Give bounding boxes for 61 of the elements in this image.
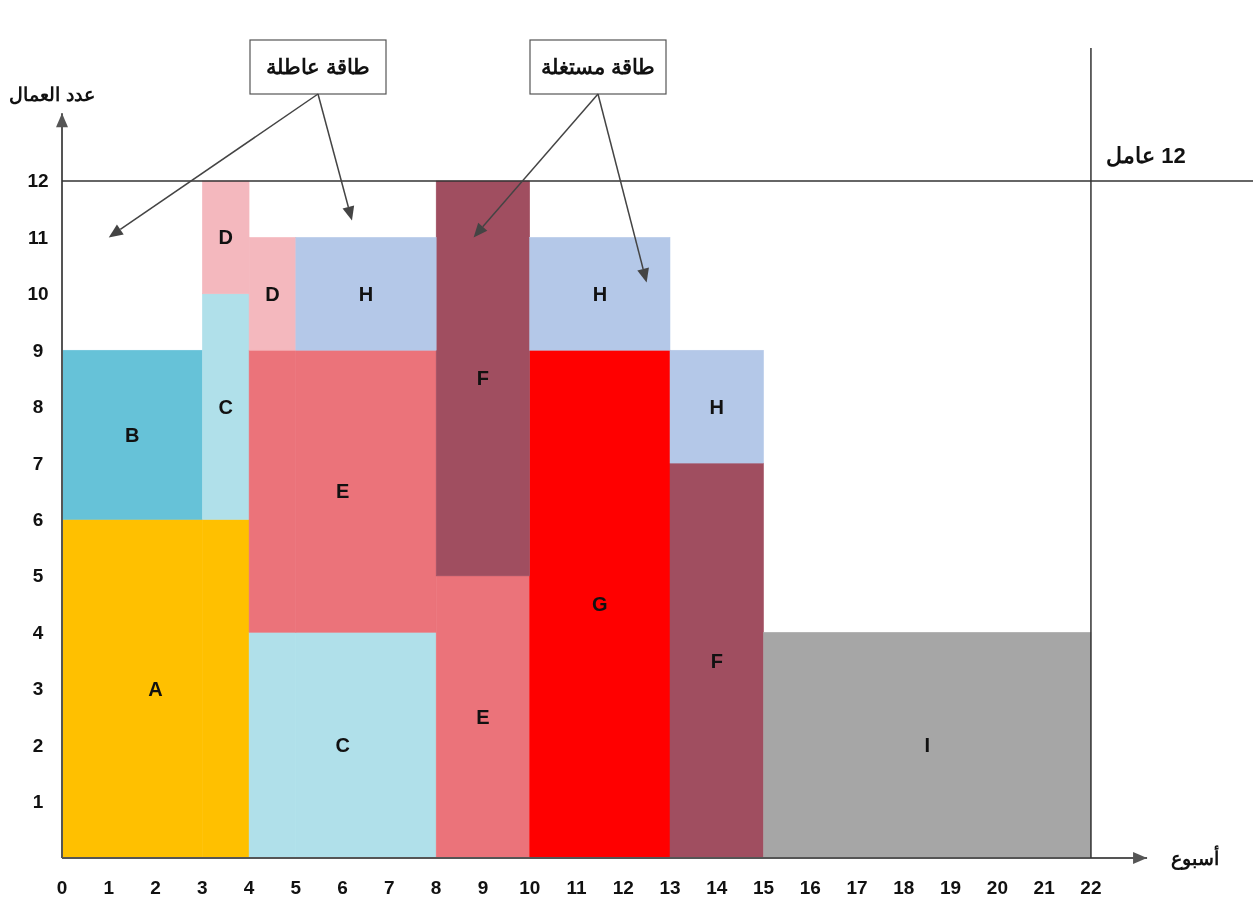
x-tick-label: 9 (477, 877, 489, 898)
y-tick-label: 4 (32, 621, 44, 643)
text: H (358, 282, 374, 305)
x-tick-label: 4 (243, 877, 255, 898)
y-tick-label: 8 (32, 396, 44, 418)
x-tick-label: 21 (1033, 877, 1056, 898)
bar (763, 632, 1092, 859)
x-tick-label: 7 (384, 877, 395, 898)
series-label: F (476, 367, 490, 390)
x-tick-label: 20 (986, 877, 1008, 898)
series-label: I (924, 734, 931, 757)
ref-line-label: 12 عامل (1106, 142, 1186, 168)
annotation: طاقة مستغلة (473, 39, 667, 283)
bar (202, 293, 250, 520)
x-tick-label: 13 (659, 877, 681, 898)
x-axis-title: أسبوع (1171, 845, 1220, 870)
x-tick-label: 1 (103, 877, 115, 898)
text: C (335, 734, 350, 757)
series-label: H (709, 395, 725, 418)
y-tick-label: 1 (32, 791, 44, 813)
x-tick-label: 15 (752, 877, 775, 898)
x-tick-label: 3 (197, 877, 208, 898)
bar (295, 237, 437, 351)
bar (529, 349, 671, 859)
y-tick-label: 9 (32, 339, 44, 361)
x-tick-label: 10 (519, 877, 541, 898)
x-tick-label: 8 (430, 877, 442, 898)
bar (61, 349, 203, 520)
bar (435, 180, 530, 577)
y-tick-label: 10 (27, 283, 49, 305)
x-tick-label: 6 (337, 877, 348, 898)
x-tick-label: 5 (290, 877, 302, 898)
x-tick-label: 11 (566, 877, 587, 898)
x-tick-label: 22 (1080, 877, 1102, 898)
x-tick-label: 12 (612, 877, 634, 898)
series-label: C (218, 395, 233, 418)
x-tick-label: 18 (893, 877, 915, 898)
series-label: E (335, 480, 350, 503)
y-tick-label: 11 (27, 226, 49, 248)
x-tick-label: 0 (56, 877, 68, 898)
y-tick-label: 3 (32, 678, 44, 700)
series-label: B (124, 423, 140, 446)
series-label: A (148, 677, 163, 700)
y-tick-label: 6 (32, 508, 44, 530)
y-tick-label: 2 (32, 734, 44, 756)
y-tick-label: 5 (32, 565, 44, 587)
x-tick-label: 17 (846, 877, 868, 898)
x-tick-label: 2 (150, 877, 161, 898)
text: F (710, 649, 723, 672)
y-tick-label: 12 (27, 170, 49, 192)
y-axis-title: عدد العمال (9, 84, 95, 106)
x-tick-label: 14 (706, 877, 728, 898)
bar (669, 462, 764, 859)
text: D (265, 282, 280, 305)
text: E (476, 705, 490, 728)
series-label: G (592, 593, 608, 616)
series-label: D (218, 226, 233, 249)
text: H (592, 282, 608, 305)
y-tick-label: 7 (32, 452, 44, 474)
x-tick-label: 19 (940, 877, 962, 898)
x-tick-label: 16 (799, 877, 821, 898)
